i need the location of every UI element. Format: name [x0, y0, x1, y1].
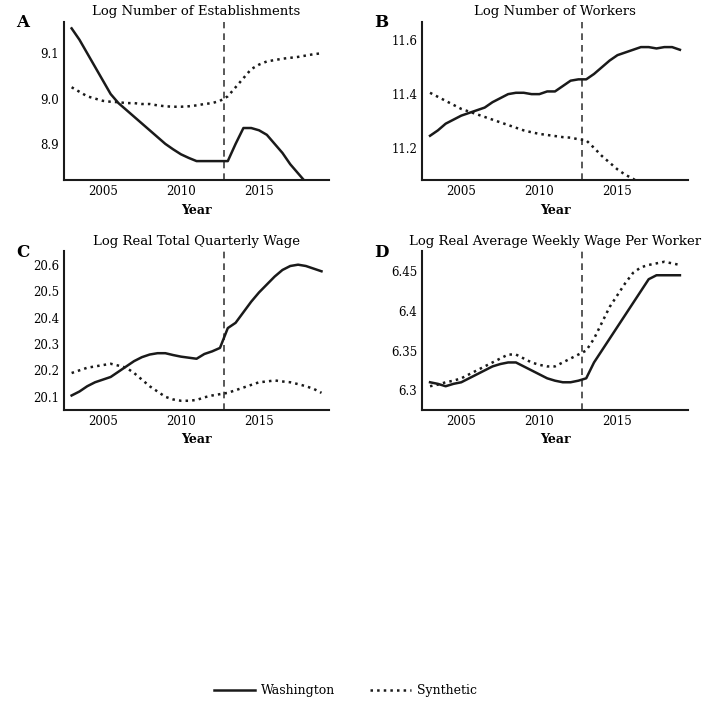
Title: Log Number of Establishments: Log Number of Establishments [92, 4, 301, 18]
X-axis label: Year: Year [182, 434, 212, 446]
Title: Log Real Total Quarterly Wage: Log Real Total Quarterly Wage [93, 234, 300, 247]
Title: Log Number of Workers: Log Number of Workers [474, 4, 636, 18]
X-axis label: Year: Year [540, 203, 570, 216]
Text: D: D [374, 244, 389, 260]
Text: A: A [16, 14, 29, 31]
X-axis label: Year: Year [540, 434, 570, 446]
Text: B: B [374, 14, 389, 31]
Text: C: C [16, 244, 29, 260]
Text: Synthetic: Synthetic [417, 684, 477, 697]
Text: Washington: Washington [261, 684, 335, 697]
X-axis label: Year: Year [182, 203, 212, 216]
Title: Log Real Average Weekly Wage Per Worker: Log Real Average Weekly Wage Per Worker [409, 234, 701, 247]
